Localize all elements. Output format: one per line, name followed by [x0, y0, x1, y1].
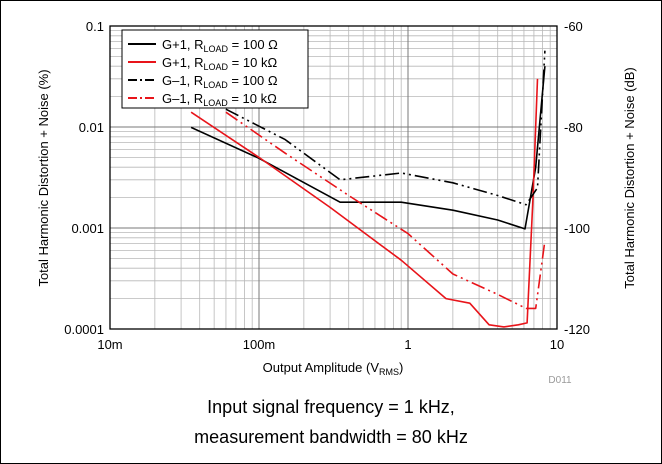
- caption-line-1: Input signal frequency = 1 kHz,: [207, 397, 455, 417]
- series-line-3: [225, 50, 546, 206]
- y2-axis-title: Total Harmonic Distortion + Noise (dB): [622, 67, 637, 288]
- figure-code: D011: [548, 375, 572, 386]
- series-line-2: [190, 78, 539, 328]
- legend-label: G–1, RLOAD = 100 Ω: [162, 73, 278, 90]
- legend: G+1, RLOAD = 100 ΩG+1, RLOAD = 10 kΩG–1,…: [121, 29, 309, 109]
- plot-border: [109, 25, 558, 330]
- y-tick-label: 0.01: [79, 120, 104, 135]
- y2-tick-label: -100: [564, 221, 590, 236]
- x-axis-title-main: Output Amplitude (V: [263, 360, 380, 375]
- x-tick-label: 10: [550, 337, 564, 352]
- x-axis-title-end: ): [399, 360, 403, 375]
- thd-noise-chart: 10m 100m 1 10 0.1 0.01 0.001 0.0001 -60 -80 -100 -1…: [36, 19, 637, 386]
- series-line-1: [190, 66, 546, 230]
- series-layer: [190, 50, 546, 328]
- y2-tick-label: -60: [564, 19, 583, 34]
- y2-tick-label: -80: [564, 120, 583, 135]
- caption: Input signal frequency = 1 kHz, measurem…: [0, 392, 662, 452]
- x-axis-title-sub: RMS: [379, 367, 399, 377]
- y-tick-label: 0.0001: [64, 322, 104, 337]
- x-tick-label: 1: [404, 337, 411, 352]
- y-axis-title: Total Harmonic Distortion + Noise (%): [36, 69, 51, 286]
- legend-label: G–1, RLOAD = 10 kΩ: [162, 91, 277, 108]
- legend-label: G+1, RLOAD = 100 Ω: [162, 37, 278, 54]
- y2-tick-label: -120: [564, 322, 590, 337]
- legend-label: G+1, RLOAD = 10 kΩ: [162, 55, 277, 72]
- x-tick-label: 10m: [97, 337, 122, 352]
- caption-line-2: measurement bandwidth = 80 kHz: [194, 427, 468, 447]
- x-axis-title: Output Amplitude (VRMS): [263, 360, 404, 377]
- tick-labels: 10m 100m 1 10 0.1 0.01 0.001 0.0001 -60 -80 -100 -1…: [64, 19, 590, 352]
- y-tick-label: 0.001: [71, 221, 104, 236]
- series-line-4: [225, 111, 546, 310]
- x-tick-label: 100m: [243, 337, 276, 352]
- y-tick-label: 0.1: [86, 19, 104, 34]
